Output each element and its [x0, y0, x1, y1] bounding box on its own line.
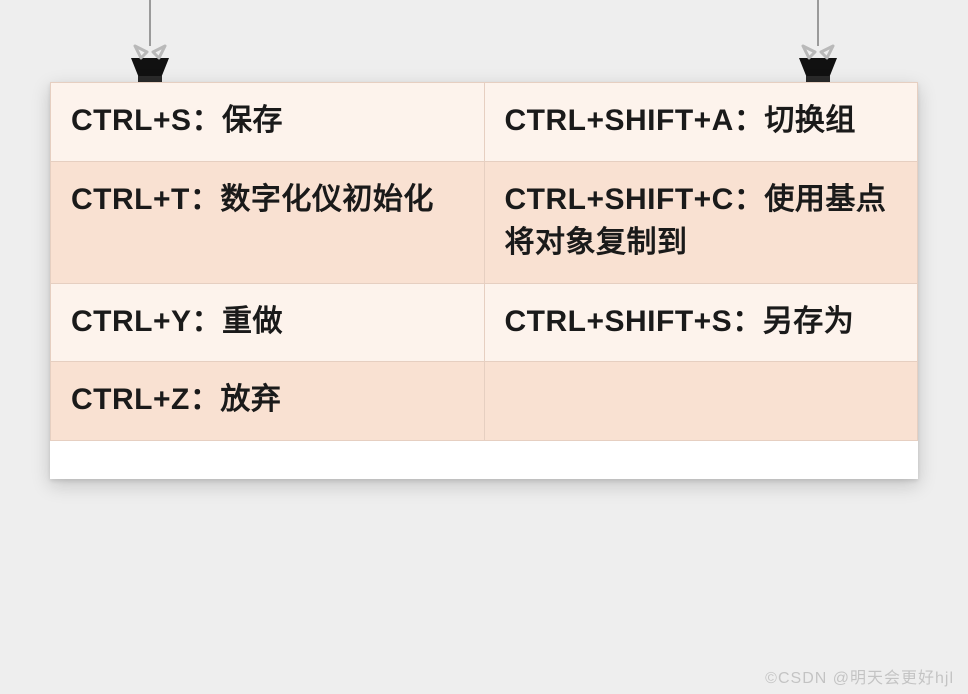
shortcut-cell: CTRL+SHIFT+C：使用基点将对象复制到 — [484, 161, 918, 283]
table-row: CTRL+Y：重做 CTRL+SHIFT+S：另存为 — [51, 283, 918, 362]
clip-string — [149, 0, 151, 46]
shortcut-cell: CTRL+T：数字化仪初始化 — [51, 161, 485, 283]
clip-string — [817, 0, 819, 46]
shortcut-cell: CTRL+S：保存 — [51, 83, 485, 162]
shortcut-cell: CTRL+SHIFT+S：另存为 — [484, 283, 918, 362]
shortcut-card: CTRL+S：保存 CTRL+SHIFT+A：切换组 CTRL+T：数字化仪初始… — [50, 82, 918, 479]
table-row: CTRL+Z：放弃 — [51, 362, 918, 441]
watermark-text: ©CSDN @明天会更好hjl — [765, 664, 954, 688]
shortcut-cell: CTRL+SHIFT+A：切换组 — [484, 83, 918, 162]
card-footer-pad — [50, 441, 918, 479]
shortcut-cell: CTRL+Z：放弃 — [51, 362, 485, 441]
table-row: CTRL+T：数字化仪初始化 CTRL+SHIFT+C：使用基点将对象复制到 — [51, 161, 918, 283]
shortcut-cell — [484, 362, 918, 441]
shortcut-table: CTRL+S：保存 CTRL+SHIFT+A：切换组 CTRL+T：数字化仪初始… — [50, 82, 918, 441]
table-row: CTRL+S：保存 CTRL+SHIFT+A：切换组 — [51, 83, 918, 162]
shortcut-cell: CTRL+Y：重做 — [51, 283, 485, 362]
